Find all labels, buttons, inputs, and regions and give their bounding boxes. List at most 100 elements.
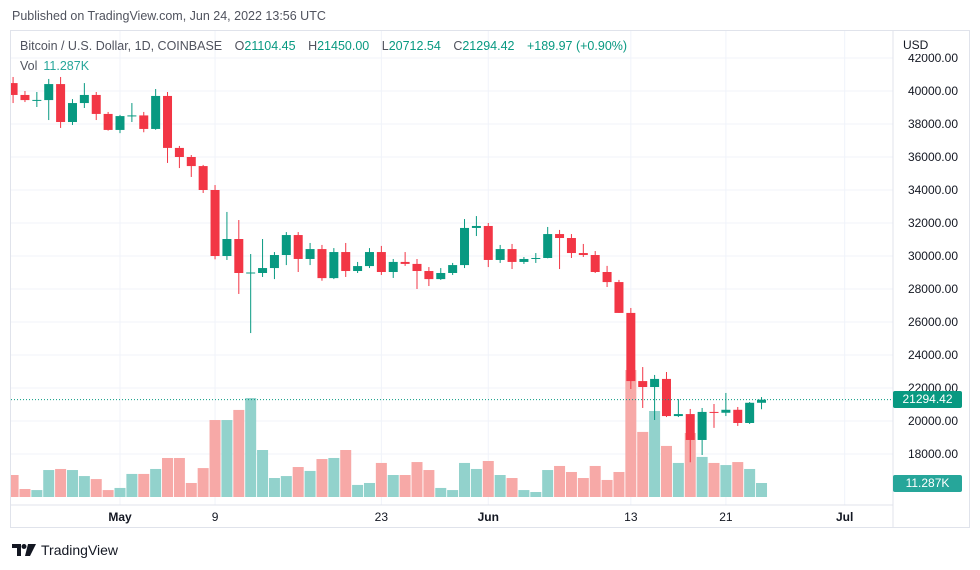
candle-body <box>281 235 291 256</box>
candle-body <box>151 95 161 129</box>
candle-body <box>163 95 173 148</box>
x-tick-label: May <box>108 510 132 524</box>
candle-body <box>258 268 268 273</box>
x-tick-label: 23 <box>375 510 389 524</box>
candle-body <box>115 116 125 130</box>
candle-body <box>424 271 434 280</box>
volume-bar <box>257 450 269 497</box>
volume-bar <box>11 475 19 497</box>
candle-body <box>341 252 351 272</box>
high-value: 21450.00 <box>317 39 370 53</box>
candle-body <box>11 83 18 95</box>
volume-bar <box>684 432 696 497</box>
volume-bar <box>66 470 78 497</box>
candle-body <box>697 411 707 440</box>
candle-body <box>614 282 624 313</box>
candle-body <box>305 249 315 259</box>
vol-label[interactable]: Vol <box>20 59 38 73</box>
candle-body <box>519 258 529 262</box>
volume-bar <box>565 471 577 497</box>
tradingview-footer[interactable]: TradingView <box>12 542 118 558</box>
volume-bar <box>31 490 43 497</box>
volume-bar <box>363 482 375 497</box>
candle-body <box>186 157 196 167</box>
volume-bar <box>589 465 601 497</box>
symbol-title[interactable]: Bitcoin / U.S. Dollar, 1D, COINBASE <box>20 39 223 53</box>
candle-body <box>210 190 220 256</box>
chart-frame <box>10 30 970 528</box>
candle-body <box>566 238 576 254</box>
last-price-badge: 21294.42 <box>893 390 962 408</box>
candle-body <box>507 249 517 262</box>
candle-body <box>293 235 303 259</box>
candle-body <box>56 84 66 123</box>
volume-bar <box>506 478 518 497</box>
close-value: 21294.42 <box>462 39 515 53</box>
candle-body <box>590 255 600 273</box>
volume-bar <box>411 462 423 497</box>
volume-bar <box>577 478 589 497</box>
volume-bar <box>162 457 174 497</box>
candle-body <box>103 113 113 130</box>
volume-bar <box>221 420 233 497</box>
y-tick-label: 36000.00 <box>908 150 958 164</box>
candle-body <box>67 103 77 123</box>
high-label: H <box>308 39 318 53</box>
volume-bar <box>375 462 387 497</box>
volume-bar <box>197 468 209 497</box>
y-tick-label: 26000.00 <box>908 315 958 329</box>
candle-body <box>198 166 208 190</box>
low-label: L <box>381 39 389 53</box>
volume-bar <box>340 450 352 497</box>
volume-bar <box>90 479 102 497</box>
candle-body <box>721 409 731 413</box>
volume-bar <box>102 490 114 497</box>
volume-bar <box>114 487 126 497</box>
candle-body <box>745 402 755 423</box>
candle-body <box>44 84 54 101</box>
y-tick-label: 18000.00 <box>908 447 958 461</box>
volume-bar <box>55 468 67 497</box>
volume-bar <box>280 476 292 497</box>
footer-brand: TradingView <box>41 542 119 558</box>
open-label: O <box>234 39 245 53</box>
x-tick-label: Jun <box>478 510 499 524</box>
candle-body <box>626 312 636 382</box>
volume-bar <box>660 445 672 497</box>
candle-body <box>460 227 470 266</box>
volume-legend: Vol 11.287K <box>20 59 89 73</box>
y-tick-label: 42000.00 <box>908 51 958 65</box>
volume-bar <box>601 479 613 497</box>
last-volume-badge: 11.287K <box>893 475 962 492</box>
volume-bar <box>482 460 494 497</box>
low-value: 20712.54 <box>388 39 441 53</box>
candle-body <box>412 263 422 272</box>
volume-bar <box>625 370 637 497</box>
candle-body <box>650 378 660 388</box>
volume-bar <box>554 465 566 497</box>
candle-body <box>364 252 374 267</box>
candle-body <box>79 94 89 104</box>
candle-body <box>757 399 767 403</box>
volume-bar <box>126 473 138 497</box>
volume-bar <box>447 490 459 497</box>
currency-label[interactable]: USD <box>903 38 932 54</box>
candle-body <box>661 378 671 417</box>
candle-body <box>234 239 244 273</box>
volume-bar <box>613 471 625 497</box>
volume-bar <box>304 470 316 497</box>
candle-body <box>448 265 458 273</box>
candle-body <box>329 252 339 279</box>
candle-body <box>543 234 553 258</box>
candle-body <box>353 266 363 272</box>
candle-body <box>139 115 149 129</box>
volume-bar <box>732 462 744 497</box>
vol-value: 11.287K <box>43 59 90 73</box>
volume-bar <box>150 468 162 497</box>
candle-body <box>269 255 279 269</box>
candle-body <box>436 272 446 280</box>
published-caption: Published on TradingView.com, Jun 24, 20… <box>12 9 326 23</box>
close-label: C <box>453 39 463 53</box>
candle-body <box>578 253 588 256</box>
